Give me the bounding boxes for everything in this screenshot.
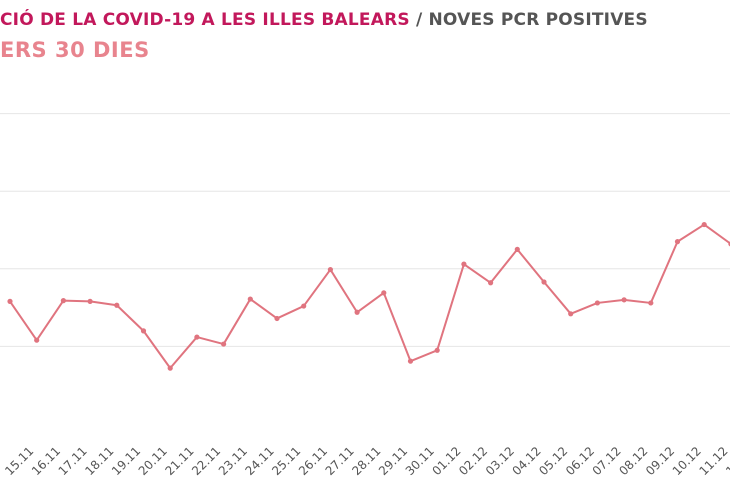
chart-title-separator: / bbox=[409, 10, 429, 30]
data-point[interactable] bbox=[87, 298, 93, 304]
series-line bbox=[9, 223, 730, 370]
x-tick-label: 28.11 bbox=[349, 444, 383, 478]
data-point[interactable] bbox=[7, 298, 13, 304]
x-tick-label: 11.12 bbox=[696, 444, 730, 478]
x-tick-label: 30.11 bbox=[403, 444, 437, 478]
data-point[interactable] bbox=[301, 303, 307, 309]
data-point[interactable] bbox=[701, 221, 707, 228]
x-tick-label: 09.12 bbox=[643, 444, 677, 478]
x-tick-label: 22.11 bbox=[189, 444, 223, 478]
data-point[interactable] bbox=[34, 337, 40, 343]
x-tick-label: 17.11 bbox=[56, 444, 90, 478]
x-tick-label: 05.12 bbox=[536, 444, 570, 478]
data-point[interactable] bbox=[167, 365, 173, 371]
x-tick-label: 07.12 bbox=[590, 444, 624, 478]
data-point[interactable] bbox=[568, 311, 574, 317]
x-tick-label: 21.11 bbox=[162, 444, 196, 478]
data-point[interactable] bbox=[381, 290, 387, 296]
data-point[interactable] bbox=[140, 328, 147, 334]
x-tick-label: 29.11 bbox=[376, 444, 410, 478]
x-tick-label: 23.11 bbox=[216, 444, 250, 478]
x-tick-label: 04.12 bbox=[510, 444, 544, 478]
x-tick-label: 27.11 bbox=[323, 444, 357, 478]
chart-title: CIÓ DE LA COVID-19 A LES ILLES BALEARS /… bbox=[0, 10, 648, 30]
x-tick-label: 03.12 bbox=[483, 444, 517, 478]
chart-title-main: CIÓ DE LA COVID-19 A LES ILLES BALEARS bbox=[0, 10, 410, 30]
data-point[interactable] bbox=[407, 358, 414, 364]
data-point[interactable] bbox=[674, 239, 681, 245]
x-tick-label: 19.11 bbox=[109, 444, 143, 478]
x-tick-label: 06.12 bbox=[563, 444, 597, 478]
data-point[interactable] bbox=[488, 280, 494, 286]
x-tick-label: 10.12 bbox=[670, 444, 704, 478]
x-tick-label: 15.11 bbox=[2, 444, 36, 478]
data-point[interactable] bbox=[247, 296, 253, 302]
data-point[interactable] bbox=[648, 300, 654, 306]
x-tick-label: 08.12 bbox=[616, 444, 650, 478]
data-point[interactable] bbox=[221, 341, 227, 347]
data-point[interactable] bbox=[114, 302, 120, 308]
data-point[interactable] bbox=[461, 261, 467, 267]
x-tick-label: 16.11 bbox=[29, 444, 63, 478]
data-point[interactable] bbox=[194, 334, 200, 340]
data-point[interactable] bbox=[60, 298, 66, 304]
data-point[interactable] bbox=[594, 300, 601, 306]
chart-subtitle: ERS 30 DIES bbox=[0, 38, 150, 62]
x-tick-label: 26.11 bbox=[296, 444, 330, 478]
chart-title-secondary: NOVES PCR POSITIVES bbox=[428, 10, 648, 30]
data-point[interactable] bbox=[354, 309, 360, 315]
x-tick-label: 18.11 bbox=[82, 444, 116, 478]
data-point[interactable] bbox=[327, 266, 333, 273]
data-point[interactable] bbox=[274, 315, 280, 322]
x-tick-label: 24.11 bbox=[243, 444, 277, 478]
x-tick-label: 01.12 bbox=[429, 444, 463, 478]
data-point[interactable] bbox=[434, 347, 440, 353]
x-tick-label: 02.12 bbox=[456, 444, 490, 478]
data-point[interactable] bbox=[621, 297, 627, 303]
data-point[interactable] bbox=[541, 279, 547, 285]
x-tick-label: 25.11 bbox=[269, 444, 303, 478]
x-tick-label: 20.11 bbox=[136, 444, 170, 478]
data-point[interactable] bbox=[514, 246, 520, 252]
